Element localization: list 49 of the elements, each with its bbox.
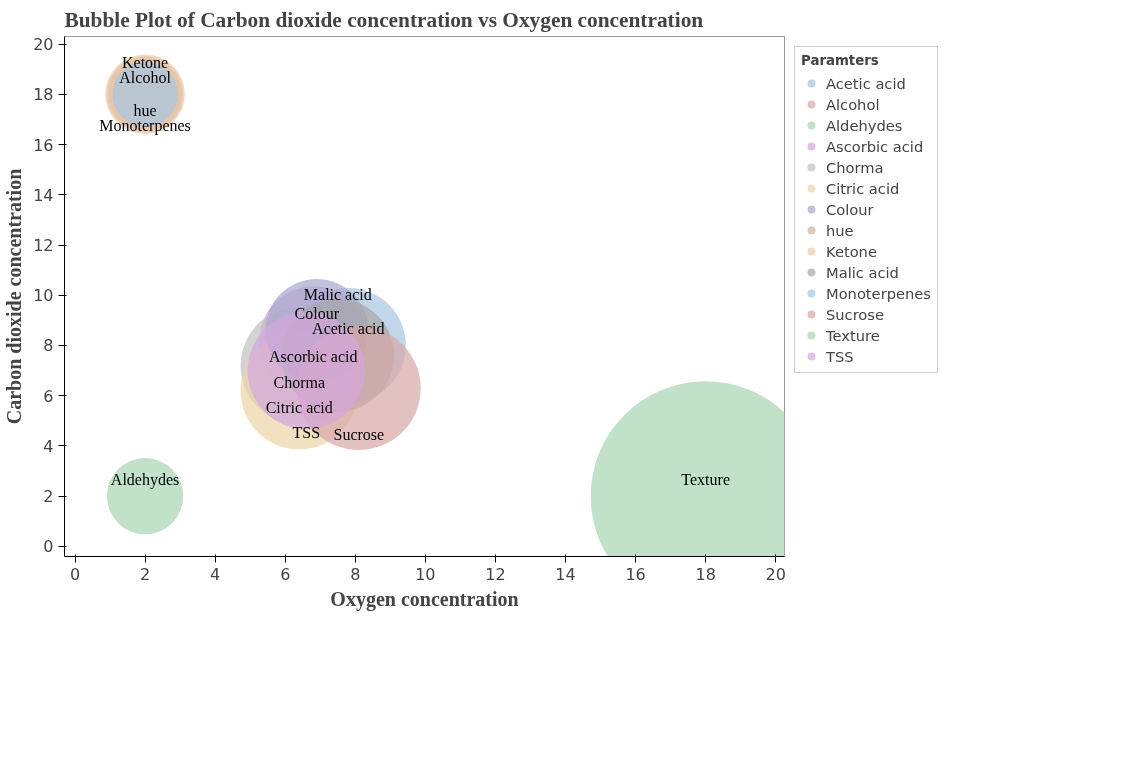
x-tick-label: 0 xyxy=(69,564,81,584)
text: Monoterpenes xyxy=(99,117,191,135)
y-tick-label: 4 xyxy=(43,436,54,456)
legend-label: Chorma xyxy=(826,157,884,177)
y-tick-label: 14 xyxy=(33,185,54,205)
y-tick-label: 0 xyxy=(43,537,54,557)
x-tick-label: 10 xyxy=(415,564,436,584)
text: Ketone xyxy=(121,54,169,72)
x-tick-label: 14 xyxy=(555,564,576,584)
legend-label: Ketone xyxy=(826,241,877,261)
y-tick-label: 6 xyxy=(43,386,54,406)
y-tick-label: 12 xyxy=(33,236,54,255)
legend-label: Alcohol xyxy=(826,94,880,114)
legend-label: Malic acid xyxy=(826,262,899,282)
x-tick-label: 8 xyxy=(350,564,361,584)
x-tick-label: 2 xyxy=(139,564,151,584)
legend-label: Colour xyxy=(826,199,874,219)
y-tick-label: 18 xyxy=(33,85,54,105)
legend-label: hue xyxy=(826,220,854,240)
text: Sucrose xyxy=(333,426,385,444)
legend-label: Texture xyxy=(826,325,880,345)
legend-title: Paramters xyxy=(801,53,880,68)
x-tick-label: 6 xyxy=(280,564,291,584)
x-tick-label: 20 xyxy=(765,564,786,584)
x-tick-label: 4 xyxy=(210,564,221,584)
text: Texture xyxy=(681,471,730,489)
legend-label: Aldehydes xyxy=(826,115,903,135)
y-tick-label: 16 xyxy=(33,135,54,155)
legend-label: Sucrose xyxy=(826,304,884,324)
text: Aldehydes xyxy=(110,471,180,489)
y-axis-title: Carbon dioxide concentration xyxy=(3,168,26,425)
text: hue xyxy=(133,102,157,120)
y-tick-label: 2 xyxy=(43,487,54,507)
y-tick-label: 20 xyxy=(33,35,54,55)
y-tick-label: 8 xyxy=(43,336,54,356)
text: TSS xyxy=(292,423,321,441)
legend-label: Acetic acid xyxy=(826,73,906,93)
y-tick-label: 10 xyxy=(33,286,54,306)
text: Alcohol xyxy=(119,69,171,87)
legend-label: Monoterpenes xyxy=(826,283,931,303)
x-tick-label: 18 xyxy=(695,564,716,584)
legend-label: Ascorbic acid xyxy=(826,136,924,156)
legend-label: TSS xyxy=(826,346,854,366)
x-axis-title: Oxygen concentration xyxy=(330,587,519,611)
chart-title: Bubble Plot of Carbon dioxide concentration vs Oxygen concentration xyxy=(64,7,704,32)
text: Malic acid xyxy=(303,285,372,303)
x-tick-label: 16 xyxy=(625,564,646,584)
legend-label: Citric acid xyxy=(826,178,900,198)
x-tick-label: 12 xyxy=(485,564,506,584)
